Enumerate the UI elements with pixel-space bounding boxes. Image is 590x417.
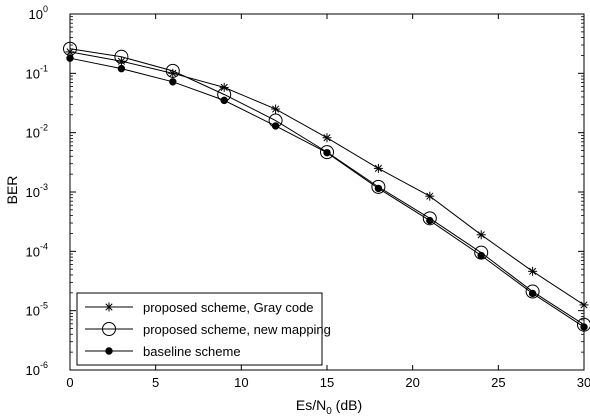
series-3 [66,54,588,331]
data-point [425,191,435,201]
y-tick-label-exponent: -3 [40,182,48,192]
y-tick-label-base: 10 [26,244,40,259]
data-point [271,104,281,114]
data-point-stroke [529,267,537,275]
y-tick-label: 10-1 [26,63,48,81]
y-tick-label: 10-6 [26,360,48,378]
series-2 [63,41,590,332]
data-point [371,179,386,194]
data-point [322,133,332,143]
x-tick-label: 25 [491,375,505,390]
y-tick-label-exponent: -5 [40,301,48,311]
data-point [426,216,434,225]
data-point-stroke [220,83,228,91]
data-point [577,317,590,332]
data-point [320,145,334,160]
y-axis-title: BER [4,176,20,205]
y-tick-label-base: 10 [29,7,43,22]
data-point [477,251,485,260]
data-point [579,300,589,310]
data-point [117,64,126,73]
data-point-stroke [477,231,485,239]
y-tick-label: 10-3 [26,182,48,200]
y-tick-label-base: 10 [26,304,40,319]
data-point [116,56,126,66]
data-point [104,302,114,312]
x-axis-title: Es/N0 (dB) [296,397,362,417]
data-point [323,148,331,157]
data-point [373,163,383,173]
y-tick-label-base: 10 [26,66,40,81]
data-point [219,82,229,92]
y-tick-label-exponent: -6 [40,360,48,370]
data-point-stroke [374,164,382,172]
x-tick-label: 20 [405,375,419,390]
x-tick-label: 0 [66,375,73,390]
x-axis-title-suffix: (dB) [332,397,362,413]
data-point [528,266,538,276]
x-tick-label: 15 [320,375,334,390]
data-point [165,63,180,78]
y-tick-label-exponent: -1 [40,63,48,73]
y-tick-label-base: 10 [26,363,40,378]
y-tick-label: 10-2 [26,123,48,141]
data-point [220,96,228,105]
legend-label: proposed scheme, Gray code [143,300,314,315]
data-point [580,323,588,331]
data-point [525,284,540,299]
data-point [528,289,537,298]
series-group [63,41,590,332]
y-tick-label: 10-5 [26,301,48,319]
legend: proposed scheme, Gray code proposed schem… [76,292,331,366]
x-tick-label: 5 [152,375,159,390]
x-tick-label: 30 [577,375,590,390]
data-point-stroke [426,192,434,200]
data-point-stroke [66,48,74,56]
data-point [169,78,177,86]
y-tick-label: 10-4 [26,241,48,259]
data-point [476,230,486,240]
data-point-stroke [580,301,588,309]
x-axis-title-sub: 0 [326,406,332,417]
y-tick-label-exponent: -2 [40,123,48,133]
data-point [102,322,116,336]
y-tick-label-exponent: -4 [40,241,48,251]
x-axis-title-main: Es/N [296,397,326,413]
legend-label: proposed scheme, new mapping [143,322,331,337]
data-point [168,68,178,78]
x-tick-label: 10 [234,375,248,390]
y-tick-label: 100 [29,4,48,22]
data-point [114,49,129,64]
data-point [271,122,280,130]
data-point-stroke [105,303,113,311]
series-line [69,51,585,306]
data-point [422,211,437,226]
series-line [69,48,585,326]
series-line [69,57,585,328]
data-point-stroke [323,134,331,142]
y-tick-label-base: 10 [26,126,40,141]
legend-label: baseline scheme [143,344,241,359]
series-1 [65,47,589,310]
y-tick-label-base: 10 [26,185,40,200]
data-point-stroke [169,69,177,77]
data-point [105,347,113,355]
data-point-stroke [272,105,280,113]
y-tick-label-exponent: 0 [43,4,48,14]
data-point [374,184,383,193]
data-point [66,54,74,62]
